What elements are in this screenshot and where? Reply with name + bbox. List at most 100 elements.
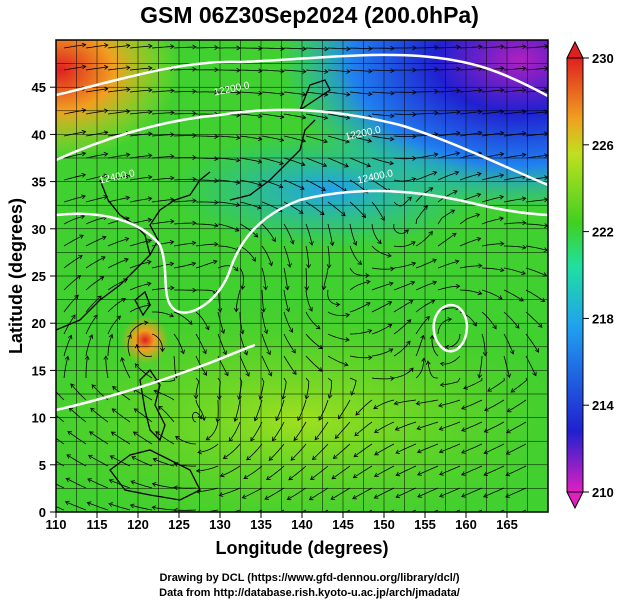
streamline	[305, 69, 328, 73]
streamline	[393, 178, 416, 182]
streamline	[154, 390, 175, 401]
streamline-arrowhead	[500, 109, 505, 115]
streamline-arrowhead	[367, 138, 373, 143]
streamline	[327, 157, 349, 168]
streamline	[85, 66, 108, 71]
streamline-arrowhead	[143, 320, 149, 326]
streamline-arrowhead	[482, 352, 488, 357]
streamline-arrowhead	[434, 45, 439, 50]
streamline	[63, 335, 72, 357]
streamline	[505, 465, 527, 476]
streamline	[371, 348, 393, 357]
streamline	[129, 322, 148, 335]
streamline	[195, 243, 218, 247]
streamline	[217, 201, 240, 206]
streamline-arrowhead	[487, 387, 492, 392]
streamline-arrowhead	[81, 173, 87, 178]
streamline-arrowhead	[173, 485, 178, 491]
streamline-arrowhead	[304, 394, 310, 400]
streamline-arrowhead	[483, 471, 488, 476]
streamline-arrowhead	[412, 156, 417, 161]
streamline	[371, 113, 394, 117]
streamline-arrowhead	[389, 160, 395, 166]
streamline	[416, 47, 439, 49]
x-tick-label: 130	[209, 517, 231, 532]
streamline-arrowhead	[408, 300, 414, 305]
streamline	[327, 179, 347, 193]
streamline	[371, 135, 394, 140]
streamline	[506, 421, 527, 433]
streamline-arrowhead	[214, 241, 219, 247]
streamline	[283, 201, 304, 214]
streamline-arrowhead	[126, 87, 131, 93]
streamline-arrowhead	[387, 301, 393, 306]
streamline-arrowhead	[416, 448, 422, 454]
streamline	[483, 465, 505, 476]
streamline-arrowhead	[522, 87, 527, 93]
streamline-arrowhead	[81, 64, 87, 70]
streamline-arrowhead	[80, 214, 86, 220]
streamline	[305, 157, 327, 167]
streamline-arrowhead	[374, 428, 379, 433]
streamline	[85, 295, 102, 313]
streamline-arrowhead	[331, 475, 337, 480]
streamline-arrowhead	[522, 44, 527, 50]
streamline-arrowhead	[275, 416, 280, 422]
streamline-arrowhead	[456, 109, 461, 115]
y-tick-label: 20	[32, 316, 46, 331]
streamline-arrowhead	[222, 454, 228, 459]
streamline	[305, 113, 328, 119]
streamline-arrowhead	[428, 230, 433, 236]
streamline	[350, 330, 372, 335]
streamline	[330, 487, 351, 500]
streamline-arrowhead	[440, 515, 444, 519]
streamline-arrowhead	[201, 416, 207, 421]
streamline	[305, 201, 325, 216]
streamline	[131, 456, 153, 467]
colorbar-tick-label: 214	[592, 398, 614, 413]
streamline-arrowhead	[215, 418, 221, 423]
streamline	[349, 267, 370, 276]
streamline	[525, 245, 548, 251]
streamline	[261, 223, 276, 242]
streamline-arrowhead	[202, 371, 208, 376]
streamline	[503, 67, 526, 71]
streamline	[107, 154, 130, 159]
streamline	[349, 135, 372, 142]
streamline	[239, 267, 244, 290]
streamline-arrowhead	[322, 162, 328, 167]
streamline-arrowhead	[126, 43, 131, 49]
streamline	[394, 399, 417, 405]
streamline	[371, 91, 395, 94]
streamline	[525, 176, 548, 181]
streamline-arrowhead	[257, 182, 263, 187]
streamline	[132, 388, 153, 401]
streamline-arrowhead	[266, 350, 271, 356]
streamline	[437, 152, 460, 159]
streamline-arrowhead	[70, 383, 75, 389]
streamline	[503, 267, 526, 275]
streamline-arrowhead	[234, 266, 239, 272]
streamline-arrowhead	[192, 44, 197, 50]
streamline	[283, 179, 305, 190]
streamline	[85, 153, 108, 159]
streamline-arrowhead	[125, 152, 131, 158]
streamline-arrowhead	[160, 347, 165, 353]
streamline	[327, 289, 340, 305]
y-tick-label: 15	[32, 363, 46, 378]
streamline	[349, 157, 371, 167]
streamline	[239, 201, 262, 209]
streamline-arrowhead	[365, 302, 371, 307]
y-tick-label: 45	[32, 80, 46, 95]
x-tick-label: 165	[496, 517, 518, 532]
streamline-arrowhead	[109, 455, 115, 460]
streamline	[196, 487, 219, 493]
streamline	[338, 399, 351, 419]
streamline	[283, 333, 296, 354]
streamline-arrowhead	[147, 174, 153, 180]
streamline	[63, 109, 86, 115]
streamline-arrowhead	[197, 414, 203, 420]
streamline	[261, 69, 285, 72]
streamline-arrowhead	[388, 281, 394, 287]
